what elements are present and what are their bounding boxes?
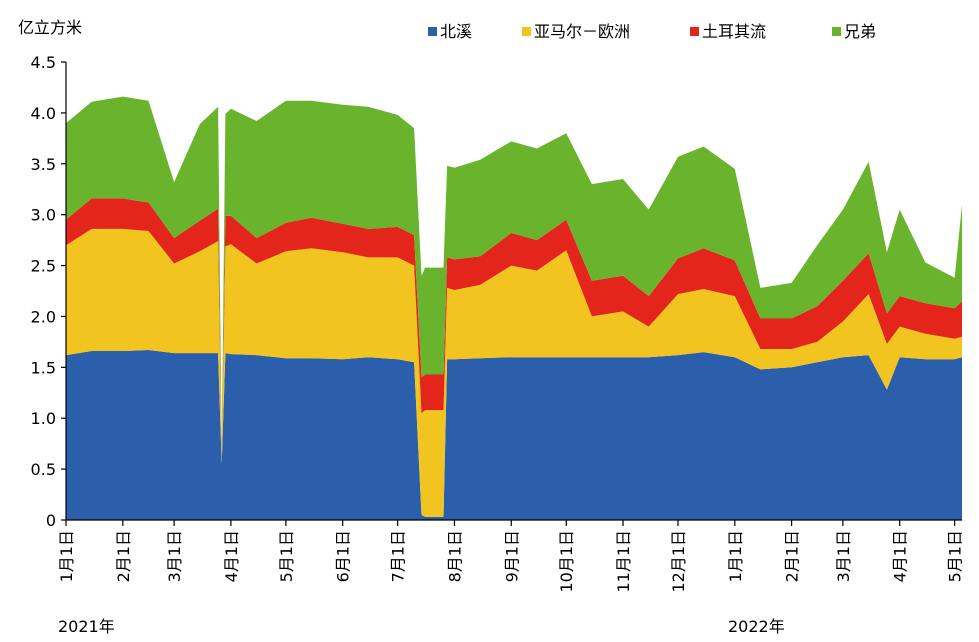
area-series-1 xyxy=(66,350,962,520)
x-tick-label: 5月1日 xyxy=(277,530,296,582)
y-tick-label: 2.0 xyxy=(31,307,56,326)
x-tick-label: 11月1日 xyxy=(614,530,633,593)
x-tick-label: 10月1日 xyxy=(557,530,576,593)
x-tick-label: 1月1日 xyxy=(726,530,745,582)
area-series-4 xyxy=(66,96,962,454)
x-tick-label: 6月1日 xyxy=(334,530,353,582)
x-tick-label: 4月1日 xyxy=(891,530,910,582)
x-tick-label: 2月1日 xyxy=(783,530,802,582)
y-tick-label: 2.5 xyxy=(31,257,56,276)
legend-label: 亚马尔－欧洲 xyxy=(534,22,630,41)
y-tick-label: 4.5 xyxy=(31,53,56,72)
x-tick-label: 1月1日 xyxy=(57,530,76,582)
x-tick-label: 5月1日 xyxy=(946,530,965,582)
legend-label: 土耳其流 xyxy=(702,22,766,41)
x-tick-label: 7月1日 xyxy=(389,530,408,582)
legend-label: 兄弟 xyxy=(844,22,876,41)
y-tick-label: 1.5 xyxy=(31,358,56,377)
legend-swatch xyxy=(832,27,841,36)
stacked-areas xyxy=(66,96,962,520)
x-tick-label: 9月1日 xyxy=(502,530,521,582)
y-tick-label: 0.5 xyxy=(31,460,56,479)
x-tick-label: 12月1日 xyxy=(669,530,688,593)
legend-swatch xyxy=(428,27,437,36)
y-tick-label: 1.0 xyxy=(31,409,56,428)
x-tick-label: 3月1日 xyxy=(165,530,184,582)
x-tick-label: 3月1日 xyxy=(834,530,853,582)
x-tick-label: 4月1日 xyxy=(222,530,241,582)
legend-swatch xyxy=(522,27,531,36)
legend: 北溪 亚马尔－欧洲 土耳其流 兄弟 xyxy=(428,22,876,41)
x-axis: 1月1日 2月1日 3月1日 4月1日 5月1日 6月1日 7月1日 8月1日 9月1日 10月1… xyxy=(57,519,965,593)
x-tick-label: 2月1日 xyxy=(114,530,133,582)
y-tick-label: 3.0 xyxy=(31,206,56,225)
y-tick-label: 4.0 xyxy=(31,104,56,123)
y-tick-label: 3.5 xyxy=(31,155,56,174)
area-series-2 xyxy=(66,228,962,517)
y-axis: 0 0.5 1.0 1.5 2.0 2.5 3.0 3.5 4.0 4.5 xyxy=(31,53,67,530)
legend-swatch xyxy=(690,27,699,36)
y-axis-unit-label: 亿立方米 xyxy=(18,18,82,37)
year-label-2021: 2021年 xyxy=(58,617,115,636)
legend-label: 北溪 xyxy=(440,22,472,41)
area-series-3 xyxy=(66,198,962,459)
x-tick-label: 8月1日 xyxy=(445,530,464,582)
y-tick-label: 0 xyxy=(46,511,56,530)
year-label-2022: 2022年 xyxy=(728,617,785,636)
